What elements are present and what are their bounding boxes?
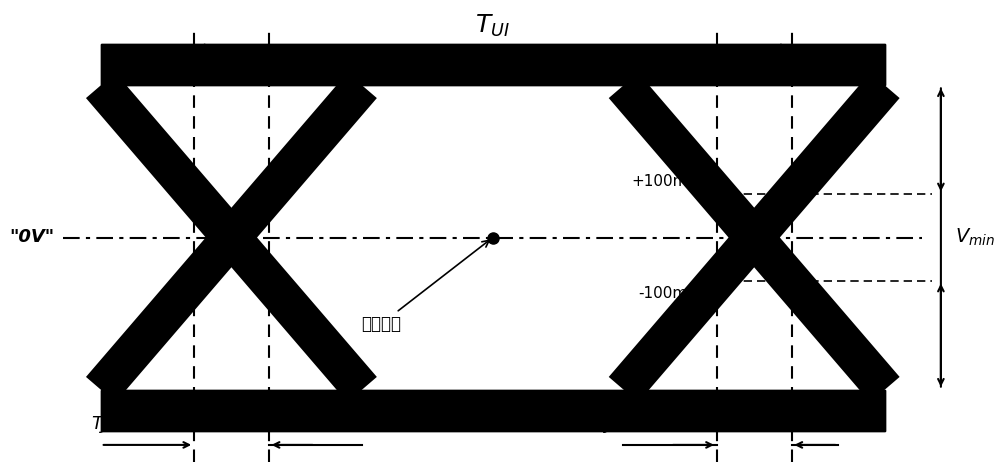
Text: $\mathit{TJ}_{100mV}$: $\mathit{TJ}_{100mV}$ [595,414,659,435]
Bar [101,390,885,431]
Bar [101,44,885,86]
Text: "0V": "0V" [9,228,54,247]
Text: -100mV: -100mV [639,286,698,301]
Text: $\mathit{T}_{UI}$: $\mathit{T}_{UI}$ [475,12,510,39]
Bar [101,44,885,86]
Bar [101,390,885,431]
Text: 中心位置: 中心位置 [361,240,489,333]
Text: $\mathit{V}_{min}$: $\mathit{V}_{min}$ [955,227,995,248]
Text: $\mathit{TJ}_{0v}$: $\mathit{TJ}_{0v}$ [91,414,125,435]
Text: +100mV: +100mV [631,174,698,189]
